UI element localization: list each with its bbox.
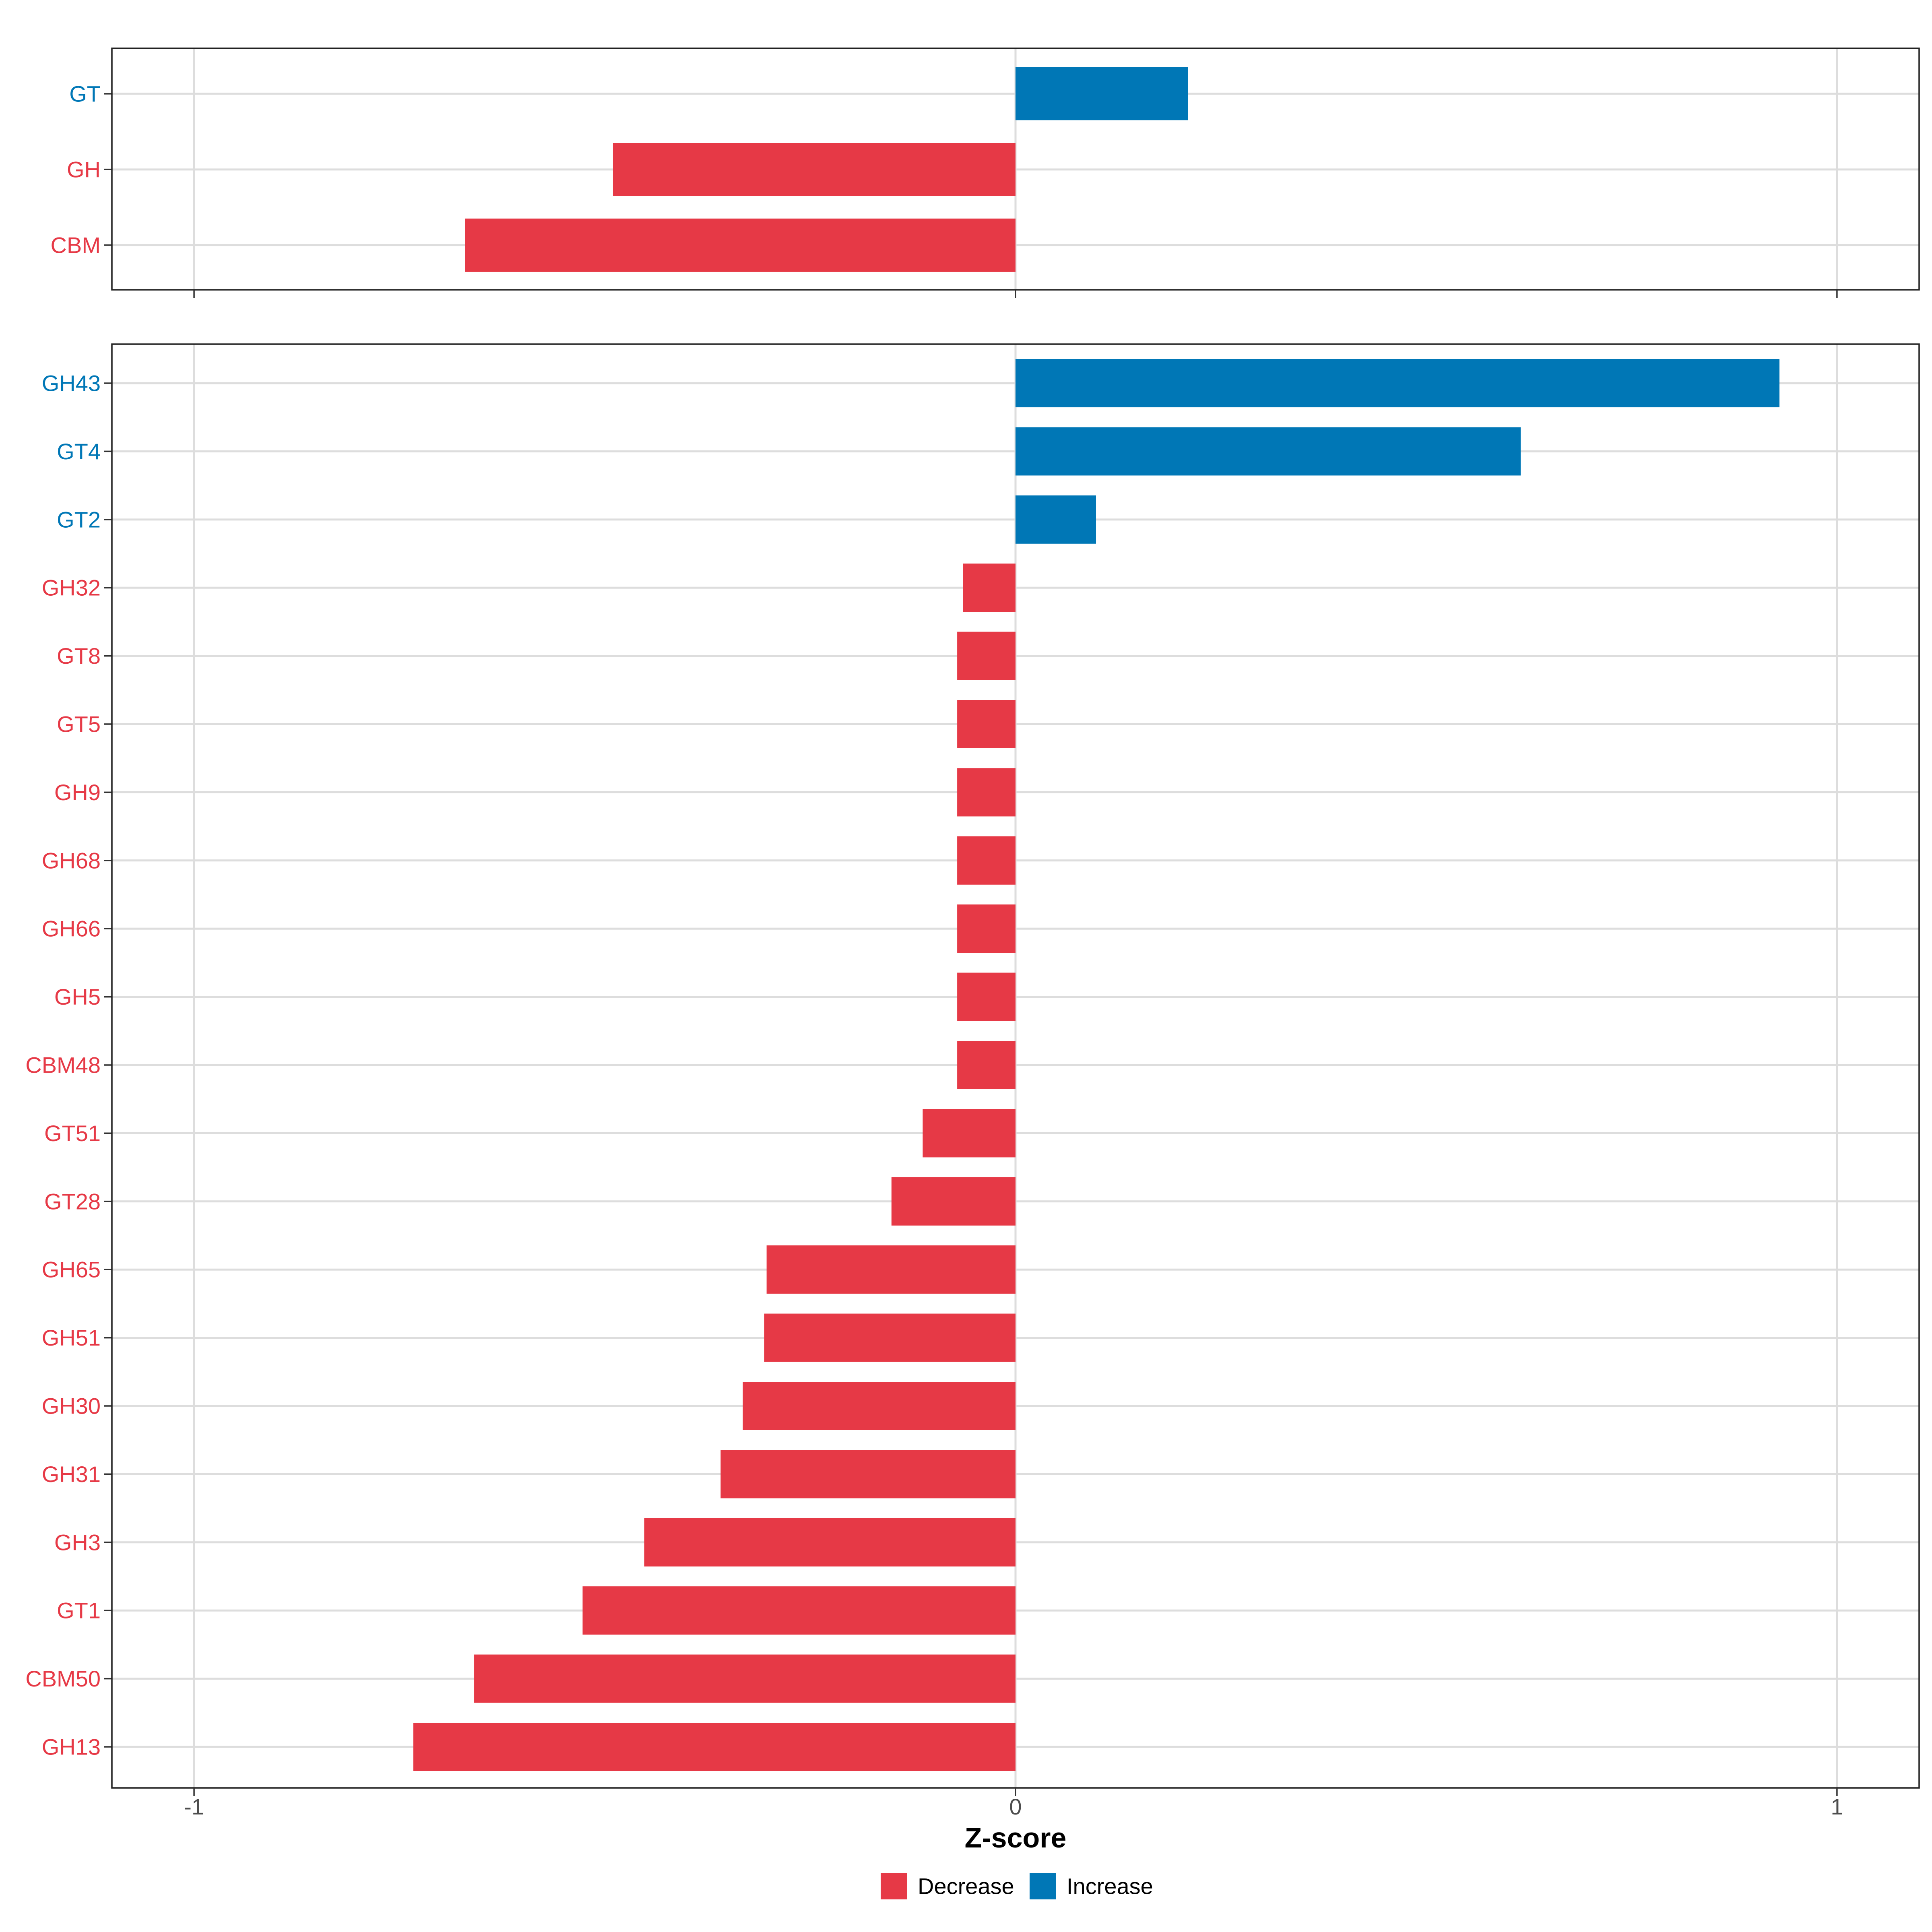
y-label-gh9: GH9	[54, 780, 101, 805]
y-label-gh3: GH3	[54, 1530, 101, 1555]
bar-cbm50	[474, 1654, 1016, 1703]
y-label-gt5: GT5	[57, 712, 101, 737]
y-label-gt8: GT8	[57, 643, 101, 669]
legend: Decrease Increase	[881, 1873, 1153, 1899]
y-label-gt2: GT2	[57, 507, 101, 532]
panel-top: GT GH CBM	[51, 47, 1920, 298]
y-label-gt: GT	[69, 81, 101, 107]
bar-gh43	[1016, 359, 1780, 407]
y-label-gh5: GH5	[54, 984, 101, 1009]
y-label-gt51: GT51	[44, 1121, 101, 1146]
bar-gh3	[644, 1518, 1016, 1567]
y-label-gh13: GH13	[42, 1734, 101, 1760]
y-label-gh31: GH31	[42, 1461, 101, 1487]
legend-key-decrease	[881, 1873, 907, 1899]
bar-gt28	[891, 1177, 1016, 1226]
bar-gh31	[720, 1450, 1016, 1499]
bar-cbm	[465, 219, 1016, 272]
bar-gh	[613, 143, 1016, 196]
panel-bottom: GH43 GT4 GT2 GH32 GT8 GT5 GH9 GH68 GH66 GH5 CBM48 G…	[25, 343, 1920, 1796]
x-tick-label: -1	[184, 1794, 204, 1819]
bar-gt4	[1016, 427, 1521, 476]
bar-gt5	[957, 700, 1016, 748]
y-label-cbm: CBM	[51, 233, 101, 258]
bar-cbm48	[957, 1041, 1016, 1089]
legend-label-increase: Increase	[1067, 1874, 1153, 1899]
bar-gh5	[957, 972, 1016, 1021]
bar-gt51	[923, 1109, 1016, 1158]
x-tick-label: 1	[1831, 1794, 1843, 1819]
y-label-gt4: GT4	[57, 439, 101, 464]
y-label-gh65: GH65	[42, 1257, 101, 1282]
bar-gh9	[957, 768, 1016, 817]
bar-gt1	[582, 1586, 1016, 1635]
y-label-gh43: GH43	[42, 371, 101, 396]
x-tick-label: 0	[1009, 1794, 1022, 1819]
bar-gh32	[963, 564, 1016, 612]
y-label-gt1: GT1	[57, 1598, 101, 1623]
y-label-gh32: GH32	[42, 575, 101, 601]
bar-gt8	[957, 632, 1016, 680]
y-label-gh68: GH68	[42, 848, 101, 873]
y-label-gh30: GH30	[42, 1393, 101, 1419]
bar-gt	[1016, 67, 1188, 120]
x-axis-title: Z-score	[965, 1822, 1067, 1854]
bar-gt2	[1016, 495, 1096, 544]
bar-gh30	[743, 1382, 1016, 1430]
y-label-gt28: GT28	[44, 1189, 101, 1214]
bar-gh51	[764, 1313, 1016, 1362]
y-label-gh51: GH51	[42, 1325, 101, 1350]
y-label-gh: GH	[67, 157, 101, 182]
y-label-gh66: GH66	[42, 916, 101, 941]
legend-label-decrease: Decrease	[918, 1874, 1014, 1899]
bar-gh13	[413, 1723, 1016, 1771]
y-label-cbm48: CBM48	[25, 1053, 101, 1078]
bar-gh65	[766, 1245, 1016, 1294]
x-axis: -1 0 1	[184, 1794, 1843, 1819]
legend-key-increase	[1030, 1873, 1056, 1899]
y-label-cbm50: CBM50	[25, 1666, 101, 1691]
bar-gh68	[957, 836, 1016, 885]
bar-gh66	[957, 904, 1016, 953]
